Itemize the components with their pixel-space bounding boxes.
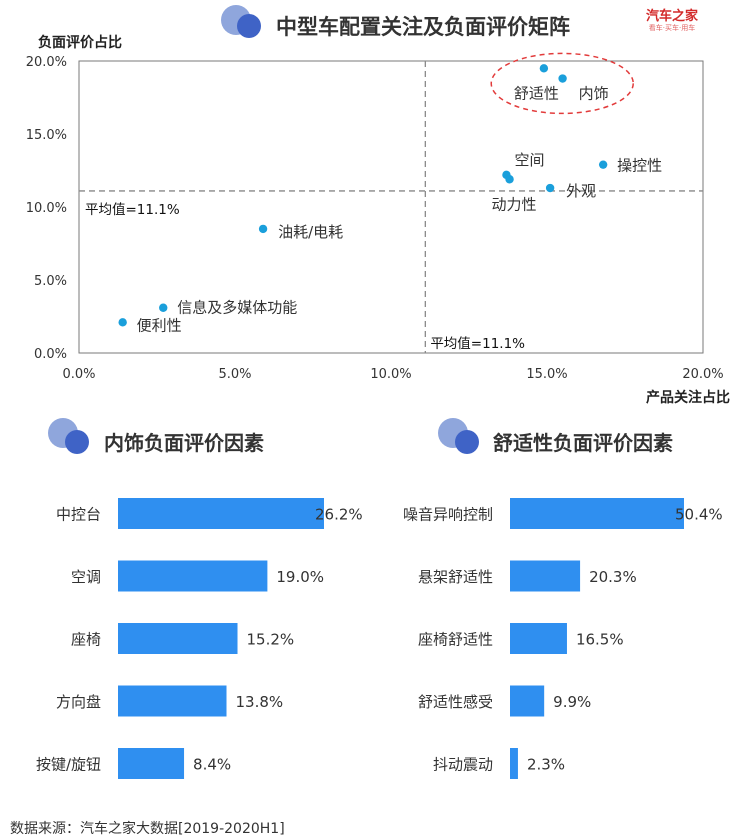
x-tick-label: 15.0% [526, 367, 567, 382]
bar [510, 685, 545, 717]
bar-value-label: 15.2% [247, 631, 295, 649]
bar-category-label: 抖动震动 [433, 756, 493, 774]
y-tick-label: 0.0% [34, 347, 67, 362]
point-label: 动力性 [492, 195, 537, 213]
point-label: 信息及多媒体功能 [177, 299, 297, 317]
page-title: 中型车配置关注及负面评价矩阵 [276, 15, 570, 39]
bar-value-label: 8.4% [193, 756, 231, 774]
scatter-plot-frame [78, 60, 704, 354]
bar-category-label: 空调 [71, 568, 101, 586]
logo-subtext: 看车·买车·用车 [648, 24, 696, 32]
bar-value-label: 26.2% [315, 506, 363, 524]
bar-value-label: 50.4% [675, 506, 723, 524]
bar-value-label: 20.3% [589, 568, 637, 586]
data-source-note: 数据来源：汽车之家大数据[2019-2020H1] [10, 821, 285, 837]
point-label: 便利性 [137, 316, 182, 334]
left-title-circles-icon [48, 418, 89, 454]
x-tick-label: 0.0% [62, 367, 95, 382]
x-tick-label: 20.0% [682, 367, 723, 382]
bar [118, 748, 185, 779]
point-label: 外观 [566, 182, 596, 200]
x-tick-label: 10.0% [370, 367, 411, 382]
scatter-point [258, 224, 268, 234]
bar-category-label: 悬架舒适性 [418, 568, 493, 586]
bar [118, 623, 238, 654]
interior-bar-chart-title: 内饰负面评价因素 [104, 431, 264, 455]
bar [118, 685, 227, 717]
y-average-label: 平均值=11.1% [85, 202, 180, 218]
bar [118, 560, 268, 592]
bar [510, 748, 518, 779]
scatter-point [539, 64, 549, 73]
bar-category-label: 方向盘 [56, 693, 101, 711]
bar-category-label: 舒适性感受 [418, 693, 493, 711]
bar-value-label: 16.5% [576, 631, 624, 649]
logo-text: 汽车之家 [645, 9, 698, 24]
bar-value-label: 2.3% [527, 756, 565, 774]
title-circles-icon [221, 5, 261, 38]
bar [118, 498, 324, 529]
scatter-point [505, 175, 514, 184]
scatter-point [545, 183, 555, 193]
scatter-point [118, 318, 127, 327]
scatter-point [558, 74, 567, 83]
x-axis-label: 产品关注占比 [646, 390, 730, 406]
bar-value-label: 19.0% [276, 568, 324, 586]
y-axis-label: 负面评价占比 [38, 35, 122, 51]
bar [510, 498, 684, 529]
y-tick-label: 20.0% [26, 55, 67, 70]
scatter-point [598, 160, 608, 169]
comfort-bar-chart-title: 舒适性负面评价因素 [493, 431, 673, 455]
bar [510, 623, 567, 654]
bar-value-label: 13.8% [236, 693, 284, 711]
bar-category-label: 座椅舒适性 [418, 631, 493, 649]
x-tick-label: 5.0% [218, 367, 251, 382]
bar-category-label: 按键/旋钮 [36, 756, 101, 774]
bar-category-label: 中控台 [56, 506, 101, 524]
y-tick-label: 10.0% [26, 201, 67, 216]
point-label: 油耗/电耗 [278, 223, 343, 241]
bar-category-label: 座椅 [71, 631, 101, 649]
point-label: 操控性 [617, 157, 662, 175]
scatter-point [159, 303, 168, 312]
point-label: 空间 [514, 151, 544, 169]
highlight-ellipse [490, 52, 634, 115]
y-tick-label: 15.0% [26, 128, 67, 143]
right-title-circles-icon [438, 418, 479, 454]
x-average-label: 平均值=11.1% [430, 336, 525, 352]
point-label: 内饰 [579, 85, 609, 103]
autohome-logo: 汽车之家 看车·买车·用车 [638, 9, 706, 39]
y-tick-label: 5.0% [34, 274, 67, 289]
point-label: 舒适性 [514, 84, 559, 102]
bar-value-label: 9.9% [553, 693, 591, 711]
bar-category-label: 噪音异响控制 [403, 506, 493, 524]
bar [510, 560, 581, 592]
